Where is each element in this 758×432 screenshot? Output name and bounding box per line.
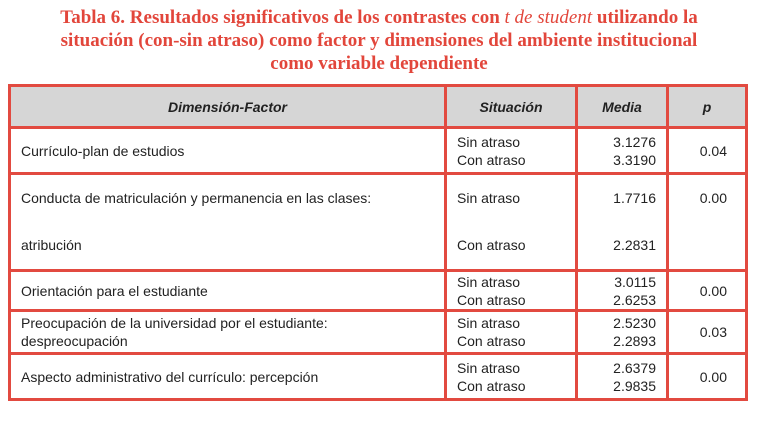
table-row: Aspecto administrativo del currículo: pe… bbox=[8, 352, 748, 401]
p-value-cell: 0.00 bbox=[666, 352, 748, 401]
situacion-cell-line: Sin atraso bbox=[457, 190, 521, 206]
factor-cell-line: Conducta de matriculación y permanencia … bbox=[21, 190, 372, 206]
table-row: Currículo-plan de estudios Sin atraso Con … bbox=[8, 126, 748, 175]
factor-cell-line: atribución bbox=[21, 237, 82, 253]
factor-cell: Aspecto administrativo del currículo: pe… bbox=[8, 352, 447, 401]
media-cell-line: 1.7716 bbox=[613, 190, 656, 206]
situacion-cell-line: Sin atraso bbox=[457, 359, 521, 376]
situacion-cell-line: Con atraso bbox=[457, 151, 526, 168]
factor-cell-line: Preocupación de la universidad por el es… bbox=[21, 315, 328, 331]
media-cell: 2.5230 2.2893 bbox=[575, 309, 669, 355]
media-cell-line: 2.9835 bbox=[613, 377, 656, 394]
caption-italic: t de student bbox=[504, 7, 593, 28]
situacion-cell-line: Con atraso bbox=[457, 237, 526, 253]
header-p: p bbox=[666, 84, 748, 129]
media-cell: 3.1276 3.3190 bbox=[575, 126, 669, 175]
table-row: Orientación para el estudiante Sin atraso… bbox=[8, 269, 748, 312]
factor-cell-line: despreocupación bbox=[21, 333, 128, 349]
header-media: Media bbox=[575, 84, 669, 129]
media-cell-line: 3.0115 bbox=[614, 273, 656, 290]
media-cell: 3.0115 2.6253 bbox=[575, 269, 669, 312]
situacion-cell-line: Sin atraso bbox=[457, 315, 521, 331]
factor-cell-line: Aspecto administrativo del currículo: pe… bbox=[21, 368, 319, 385]
header-row: Dimensión-Factor Situación Media p bbox=[8, 84, 748, 129]
media-cell: 1.7716 2.2831 bbox=[575, 172, 669, 272]
p-value-cell: 0.04 bbox=[666, 126, 748, 175]
caption-line-2: situación (con-sin atraso) como factor y… bbox=[60, 30, 698, 51]
situacion-cell-line: Con atraso bbox=[457, 333, 526, 349]
situacion-cell: Sin atraso Con atraso bbox=[444, 269, 578, 312]
situacion-cell-line: Sin atraso bbox=[457, 273, 521, 290]
situacion-cell-line: Sin atraso bbox=[457, 133, 521, 150]
media-cell-line: 2.2831 bbox=[613, 237, 656, 253]
media-cell-line: 3.1276 bbox=[613, 133, 656, 150]
factor-cell: Conducta de matriculación y permanencia … bbox=[8, 172, 447, 272]
factor-cell-line: Orientación para el estudiante bbox=[21, 282, 208, 299]
media-cell: 2.6379 2.9835 bbox=[575, 352, 669, 401]
factor-cell-line: Currículo-plan de estudios bbox=[21, 142, 185, 159]
table-caption: Tabla 6. Resultados significativos de lo… bbox=[0, 6, 758, 75]
situacion-cell-line: Con atraso bbox=[457, 291, 526, 308]
factor-cell: Orientación para el estudiante bbox=[8, 269, 447, 312]
caption-text: utilizando la bbox=[592, 7, 698, 28]
header-situacion: Situación bbox=[444, 84, 578, 129]
media-cell-line: 2.5230 bbox=[613, 315, 656, 331]
situacion-cell: Sin atraso Con atraso bbox=[444, 309, 578, 355]
caption-line-3: como variable dependiente bbox=[270, 53, 488, 74]
media-cell-line: 3.3190 bbox=[613, 151, 656, 168]
table-row: Preocupación de la universidad por el es… bbox=[8, 309, 748, 355]
results-table: Dimensión-Factor Situación Media p Currí… bbox=[8, 84, 748, 401]
p-value-cell: 0.00 bbox=[666, 269, 748, 312]
table-row: Conducta de matriculación y permanencia … bbox=[8, 172, 748, 272]
media-cell-line: 2.2893 bbox=[613, 333, 656, 349]
caption-text: Tabla 6. Resultados significativos de lo… bbox=[60, 7, 505, 28]
factor-cell: Preocupación de la universidad por el es… bbox=[8, 309, 447, 355]
header-dimension-factor: Dimensión-Factor bbox=[8, 84, 447, 129]
p-value-cell: 0.00 bbox=[666, 172, 748, 272]
factor-cell: Currículo-plan de estudios bbox=[8, 126, 447, 175]
situacion-cell: Sin atraso Con atraso bbox=[444, 126, 578, 175]
situacion-cell: Sin atraso Con atraso bbox=[444, 172, 578, 272]
situacion-cell-line: Con atraso bbox=[457, 377, 526, 394]
media-cell-line: 2.6379 bbox=[613, 359, 656, 376]
media-cell-line: 2.6253 bbox=[613, 291, 656, 308]
situacion-cell: Sin atraso Con atraso bbox=[444, 352, 578, 401]
p-value-cell: 0.03 bbox=[666, 309, 748, 355]
